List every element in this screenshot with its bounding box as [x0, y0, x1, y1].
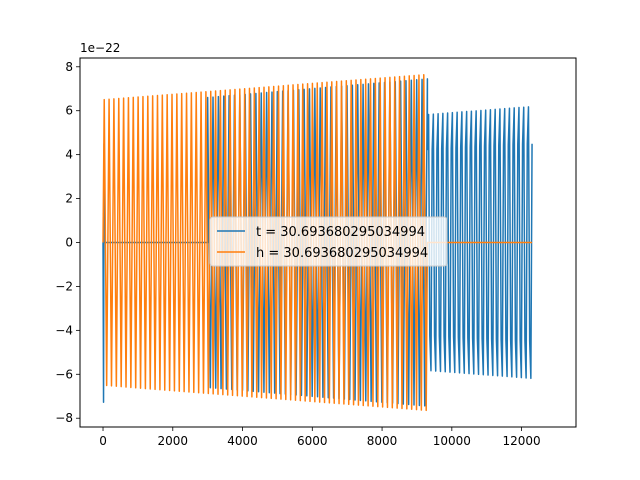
x-tick-label: 6000	[297, 434, 328, 448]
x-tick-label: 4000	[227, 434, 258, 448]
plot-lines	[102, 74, 533, 412]
legend-label-t: t = 30.693680295034994	[256, 225, 425, 240]
x-axis: 0 2000 4000 6000 8000 10000 12000	[99, 427, 541, 448]
x-tick-label: 0	[99, 434, 107, 448]
x-tick-label: 8000	[367, 434, 398, 448]
y-axis: −8 −6 −4 −2 0 2 4 6 8	[55, 60, 80, 425]
y-tick-label: −8	[55, 411, 73, 425]
x-tick-label: 12000	[502, 434, 540, 448]
y-tick-label: 2	[65, 192, 73, 206]
series-line-1	[102, 74, 533, 412]
x-tick-label: 2000	[158, 434, 189, 448]
y-tick-label: 8	[65, 60, 73, 74]
legend-box	[209, 216, 448, 267]
legend: t = 30.693680295034994 h = 30.6936802950…	[209, 216, 448, 267]
y-tick-label: −4	[55, 323, 73, 337]
y-tick-label: 4	[65, 148, 73, 162]
y-tick-label: 6	[65, 104, 73, 118]
y-tick-label: 0	[65, 236, 73, 250]
y-offset-label: 1e−22	[80, 41, 120, 55]
x-tick-label: 10000	[433, 434, 471, 448]
legend-label-h: h = 30.693680295034994	[256, 246, 428, 261]
y-tick-label: −6	[55, 367, 73, 381]
y-tick-label: −2	[55, 279, 73, 293]
